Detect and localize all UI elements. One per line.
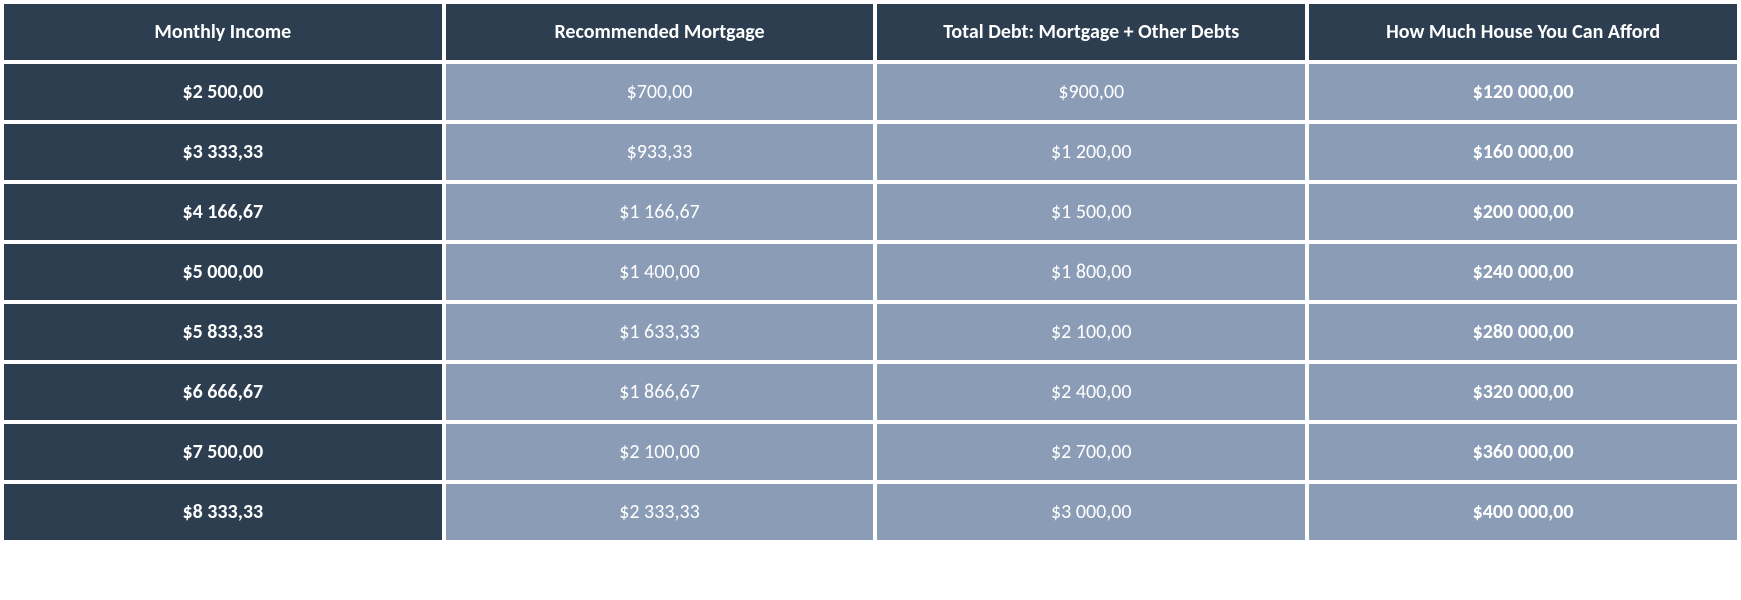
table-row: $4 166,67 $1 166,67 $1 500,00 $200 000,0… bbox=[2, 182, 1739, 242]
cell-income: $5 833,33 bbox=[2, 302, 444, 362]
col-header-afford: How Much House You Can Afford bbox=[1307, 2, 1739, 62]
cell-afford: $120 000,00 bbox=[1307, 62, 1739, 122]
cell-income: $7 500,00 bbox=[2, 422, 444, 482]
cell-income: $2 500,00 bbox=[2, 62, 444, 122]
cell-afford: $400 000,00 bbox=[1307, 482, 1739, 542]
table-row: $3 333,33 $933,33 $1 200,00 $160 000,00 bbox=[2, 122, 1739, 182]
cell-afford: $320 000,00 bbox=[1307, 362, 1739, 422]
cell-afford: $200 000,00 bbox=[1307, 182, 1739, 242]
table-header-row: Monthly Income Recommended Mortgage Tota… bbox=[2, 2, 1739, 62]
cell-total-debt: $2 100,00 bbox=[875, 302, 1307, 362]
table-row: $6 666,67 $1 866,67 $2 400,00 $320 000,0… bbox=[2, 362, 1739, 422]
cell-afford: $160 000,00 bbox=[1307, 122, 1739, 182]
cell-mortgage: $1 633,33 bbox=[444, 302, 876, 362]
cell-mortgage: $2 333,33 bbox=[444, 482, 876, 542]
col-header-mortgage: Recommended Mortgage bbox=[444, 2, 876, 62]
table-row: $7 500,00 $2 100,00 $2 700,00 $360 000,0… bbox=[2, 422, 1739, 482]
cell-total-debt: $1 200,00 bbox=[875, 122, 1307, 182]
cell-mortgage: $933,33 bbox=[444, 122, 876, 182]
cell-income: $3 333,33 bbox=[2, 122, 444, 182]
cell-afford: $280 000,00 bbox=[1307, 302, 1739, 362]
col-header-income: Monthly Income bbox=[2, 2, 444, 62]
cell-income: $4 166,67 bbox=[2, 182, 444, 242]
cell-afford: $360 000,00 bbox=[1307, 422, 1739, 482]
table-row: $8 333,33 $2 333,33 $3 000,00 $400 000,0… bbox=[2, 482, 1739, 542]
table-row: $5 000,00 $1 400,00 $1 800,00 $240 000,0… bbox=[2, 242, 1739, 302]
cell-total-debt: $1 500,00 bbox=[875, 182, 1307, 242]
col-header-total-debt: Total Debt: Mortgage + Other Debts bbox=[875, 2, 1307, 62]
cell-total-debt: $2 700,00 bbox=[875, 422, 1307, 482]
table-row: $2 500,00 $700,00 $900,00 $120 000,00 bbox=[2, 62, 1739, 122]
cell-total-debt: $1 800,00 bbox=[875, 242, 1307, 302]
cell-income: $8 333,33 bbox=[2, 482, 444, 542]
cell-income: $5 000,00 bbox=[2, 242, 444, 302]
cell-income: $6 666,67 bbox=[2, 362, 444, 422]
cell-mortgage: $1 166,67 bbox=[444, 182, 876, 242]
cell-afford: $240 000,00 bbox=[1307, 242, 1739, 302]
cell-mortgage: $1 400,00 bbox=[444, 242, 876, 302]
table-row: $5 833,33 $1 633,33 $2 100,00 $280 000,0… bbox=[2, 302, 1739, 362]
cell-mortgage: $700,00 bbox=[444, 62, 876, 122]
cell-total-debt: $900,00 bbox=[875, 62, 1307, 122]
cell-total-debt: $2 400,00 bbox=[875, 362, 1307, 422]
cell-total-debt: $3 000,00 bbox=[875, 482, 1307, 542]
cell-mortgage: $1 866,67 bbox=[444, 362, 876, 422]
table-body: $2 500,00 $700,00 $900,00 $120 000,00 $3… bbox=[2, 62, 1739, 542]
mortgage-affordability-table: Monthly Income Recommended Mortgage Tota… bbox=[2, 2, 1739, 542]
cell-mortgage: $2 100,00 bbox=[444, 422, 876, 482]
